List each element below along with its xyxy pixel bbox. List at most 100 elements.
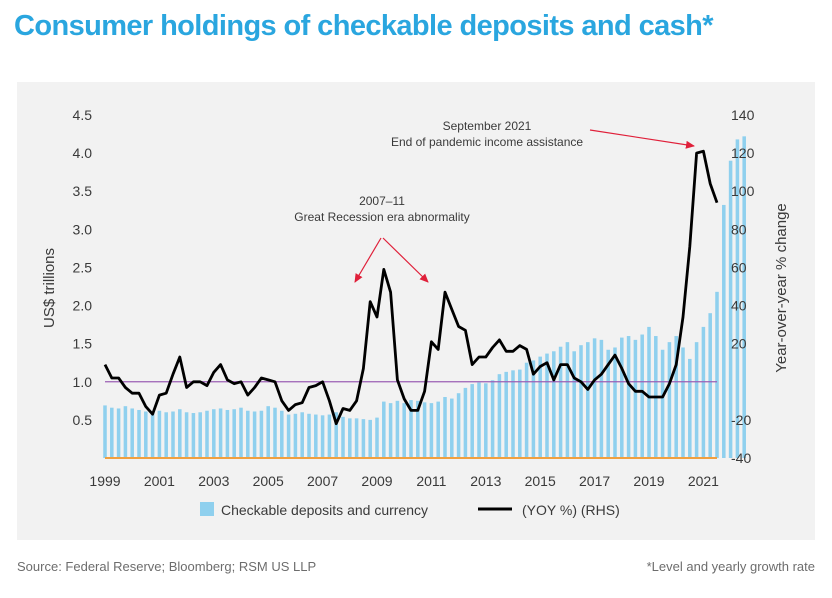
bar-89	[708, 313, 712, 458]
x-tick-8: 2015	[525, 473, 556, 489]
bar-30	[307, 413, 311, 458]
bar-91	[722, 204, 726, 458]
bar-60	[511, 370, 515, 458]
bar-84	[674, 336, 678, 458]
bar-15	[205, 410, 209, 458]
x-tick-4: 2007	[307, 473, 338, 489]
bar-53	[463, 387, 468, 458]
bar-19	[232, 409, 236, 458]
y-tick-6: 3.5	[73, 183, 93, 199]
bar-17	[218, 408, 223, 458]
bar-24	[266, 406, 270, 458]
bar-65	[545, 353, 549, 458]
bar-44	[402, 403, 406, 458]
bar-8	[157, 410, 162, 458]
bar-29	[300, 412, 304, 458]
bar-7	[150, 412, 155, 458]
bar-83	[667, 342, 672, 458]
bar-35	[341, 416, 345, 458]
annotation-great-recession: 2007–11 Great Recession era abnormality	[294, 194, 470, 283]
bar-12	[184, 412, 189, 458]
x-tick-0: 1999	[89, 473, 120, 489]
bar-48	[429, 403, 434, 458]
bar-58	[497, 374, 502, 458]
page-title: Consumer holdings of checkable deposits …	[14, 10, 714, 42]
y2-tick-7: 120	[731, 145, 755, 161]
bar-64	[538, 356, 542, 458]
bar-76	[620, 337, 624, 458]
y2-tick-4: 60	[731, 259, 747, 275]
annotation-pandemic-line2: End of pandemic income assistance	[391, 135, 583, 149]
bar-66	[552, 351, 556, 458]
bar-82	[660, 349, 665, 458]
bar-80	[647, 326, 651, 458]
bar-73	[599, 339, 604, 458]
footnote: *Level and yearly growth rate	[646, 559, 815, 574]
bar-1	[110, 407, 114, 458]
bar-92	[728, 160, 733, 459]
bar-70	[579, 345, 583, 458]
annotation-arrow-left	[354, 237, 382, 283]
bar-87	[694, 342, 699, 458]
bar-38	[361, 419, 366, 458]
y-tick-1: 1.0	[73, 374, 93, 390]
y2-tick-6: 100	[731, 183, 755, 199]
bar-32	[320, 415, 325, 458]
bar-10	[171, 411, 175, 458]
legend-swatch-bars	[200, 502, 214, 516]
legend-label-line: (YOY %) (RHS)	[522, 502, 620, 518]
x-tick-6: 2011	[416, 473, 446, 489]
axis-layer: 1999 2001 2003 2005 2007 2009 2011 2013 2015 2017…	[73, 107, 755, 489]
y-tick-7: 4.0	[73, 145, 93, 161]
bars-layer	[103, 136, 746, 459]
x-tick-11: 2021	[688, 473, 719, 489]
bar-4	[130, 408, 134, 458]
annotation-pandemic-line1: September 2021	[443, 119, 532, 133]
y2-tick-5: 80	[731, 221, 747, 237]
bar-51	[450, 398, 454, 458]
bar-14	[198, 412, 202, 458]
bar-93	[735, 139, 740, 458]
y2-tick-8: 140	[731, 107, 755, 123]
bar-69	[572, 351, 576, 458]
bar-33	[327, 414, 332, 458]
y-tick-8: 4.5	[73, 107, 93, 123]
bar-36	[348, 418, 352, 458]
bar-6	[144, 411, 148, 458]
x-tick-9: 2017	[579, 473, 610, 489]
bar-18	[225, 409, 230, 458]
bar-67	[558, 346, 563, 458]
bar-9	[164, 412, 168, 458]
line-layer	[103, 149, 719, 426]
bar-59	[504, 371, 508, 458]
bar-27	[286, 414, 291, 458]
bar-13	[191, 413, 196, 458]
y-tick-2: 1.5	[73, 336, 93, 352]
bar-39	[368, 419, 372, 458]
bar-16	[212, 409, 216, 458]
bar-11	[178, 409, 182, 458]
y-tick-0: 0.5	[73, 412, 93, 428]
bar-42	[388, 403, 393, 458]
bar-86	[688, 358, 692, 458]
bar-63	[531, 360, 536, 458]
bar-88	[701, 326, 706, 458]
y-tick-5: 3.0	[73, 221, 93, 237]
bar-26	[280, 410, 284, 458]
bar-5	[137, 409, 141, 458]
bar-55	[477, 382, 481, 458]
x-tick-1: 2001	[144, 473, 175, 489]
bar-25	[273, 407, 277, 458]
bar-20	[239, 407, 243, 458]
y2-axis-label: Year-over-year % change	[773, 203, 790, 373]
bar-3	[123, 406, 128, 458]
bar-78	[633, 339, 638, 458]
annotation-great-recession-line2: Great Recession era abnormality	[294, 210, 469, 224]
source-note: Source: Federal Reserve; Bloomberg; RSM …	[17, 559, 317, 574]
x-tick-5: 2009	[361, 473, 392, 489]
bar-2	[116, 408, 121, 458]
bar-43	[395, 400, 400, 458]
bar-54	[470, 384, 474, 458]
bar-85	[681, 347, 685, 458]
